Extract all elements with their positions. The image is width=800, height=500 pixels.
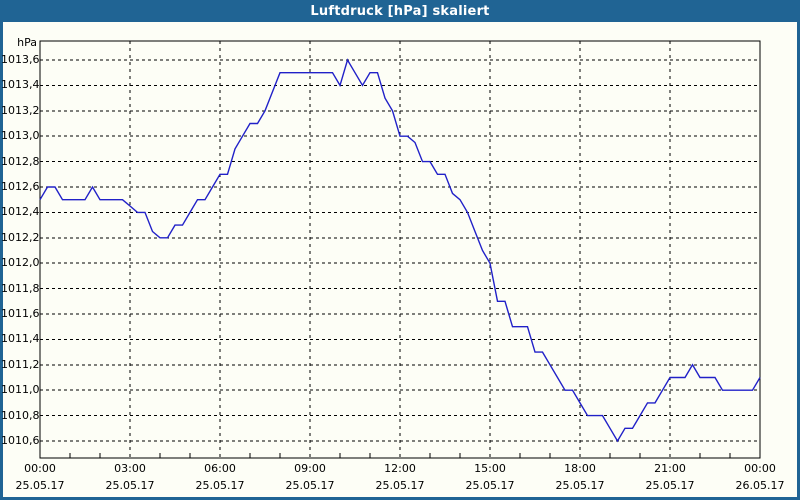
plot-frame: [39, 40, 761, 459]
pressure-series-line: [39, 58, 761, 443]
window-title: Luftdruck [hPa] skaliert: [310, 3, 490, 19]
window-border-left: [0, 22, 3, 500]
window-border-bottom: [0, 497, 800, 500]
window-border-right: [797, 22, 800, 500]
title-bar[interactable]: Luftdruck [hPa] skaliert: [0, 0, 800, 22]
